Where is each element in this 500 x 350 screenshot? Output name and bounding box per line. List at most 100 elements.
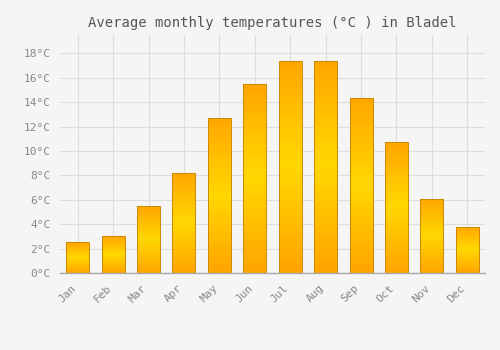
- Bar: [208, 223, 231, 226]
- Bar: [278, 197, 301, 201]
- Bar: [350, 189, 372, 193]
- Bar: [278, 226, 301, 231]
- Bar: [278, 133, 301, 137]
- Bar: [385, 168, 408, 171]
- Bar: [385, 174, 408, 176]
- Bar: [137, 228, 160, 229]
- Bar: [244, 239, 266, 243]
- Bar: [137, 264, 160, 265]
- Bar: [244, 216, 266, 220]
- Bar: [456, 236, 479, 237]
- Bar: [456, 234, 479, 235]
- Bar: [137, 269, 160, 270]
- Bar: [420, 240, 444, 242]
- Bar: [172, 241, 196, 243]
- Bar: [208, 236, 231, 239]
- Bar: [208, 258, 231, 261]
- Bar: [208, 230, 231, 233]
- Bar: [244, 178, 266, 182]
- Bar: [172, 203, 196, 205]
- Bar: [420, 219, 444, 221]
- Bar: [208, 251, 231, 254]
- Bar: [172, 237, 196, 239]
- Bar: [208, 217, 231, 220]
- Bar: [172, 185, 196, 187]
- Bar: [350, 248, 372, 252]
- Bar: [314, 116, 337, 120]
- Bar: [244, 194, 266, 197]
- Bar: [278, 137, 301, 141]
- Bar: [208, 158, 231, 161]
- Bar: [208, 140, 231, 143]
- Bar: [350, 214, 372, 217]
- Bar: [314, 269, 337, 273]
- Bar: [244, 160, 266, 163]
- Bar: [208, 164, 231, 168]
- Bar: [208, 121, 231, 124]
- Bar: [208, 202, 231, 205]
- Bar: [66, 253, 89, 254]
- Bar: [278, 116, 301, 120]
- Bar: [208, 261, 231, 264]
- Bar: [244, 110, 266, 114]
- Bar: [456, 271, 479, 272]
- Bar: [244, 156, 266, 160]
- Bar: [314, 124, 337, 128]
- Bar: [456, 257, 479, 258]
- Bar: [385, 271, 408, 273]
- Bar: [172, 181, 196, 183]
- Bar: [102, 263, 124, 264]
- Bar: [314, 201, 337, 205]
- Bar: [314, 218, 337, 222]
- Bar: [102, 245, 124, 246]
- Bar: [102, 251, 124, 252]
- Bar: [137, 225, 160, 226]
- Bar: [172, 187, 196, 189]
- Bar: [314, 180, 337, 184]
- Bar: [314, 78, 337, 82]
- Bar: [385, 239, 408, 241]
- Bar: [278, 158, 301, 162]
- Bar: [350, 137, 372, 140]
- Bar: [350, 241, 372, 245]
- Bar: [278, 86, 301, 90]
- Bar: [208, 198, 231, 202]
- Bar: [314, 167, 337, 171]
- Bar: [66, 271, 89, 272]
- Bar: [244, 231, 266, 235]
- Bar: [420, 198, 444, 200]
- Bar: [385, 171, 408, 174]
- Bar: [172, 189, 196, 191]
- Bar: [278, 128, 301, 133]
- Bar: [208, 248, 231, 251]
- Bar: [137, 250, 160, 252]
- Bar: [244, 84, 266, 88]
- Bar: [66, 263, 89, 264]
- Bar: [66, 246, 89, 247]
- Bar: [314, 69, 337, 73]
- Bar: [314, 158, 337, 162]
- Bar: [385, 234, 408, 237]
- Bar: [456, 247, 479, 248]
- Bar: [420, 270, 444, 272]
- Bar: [385, 155, 408, 158]
- Bar: [350, 220, 372, 224]
- Bar: [278, 201, 301, 205]
- Bar: [208, 226, 231, 230]
- Bar: [456, 250, 479, 251]
- Bar: [208, 264, 231, 267]
- Bar: [137, 249, 160, 250]
- Bar: [172, 269, 196, 271]
- Bar: [208, 180, 231, 183]
- Bar: [208, 118, 231, 121]
- Bar: [172, 231, 196, 233]
- Bar: [314, 265, 337, 269]
- Bar: [314, 162, 337, 167]
- Bar: [208, 127, 231, 131]
- Bar: [385, 200, 408, 203]
- Bar: [208, 239, 231, 242]
- Bar: [244, 182, 266, 186]
- Bar: [385, 208, 408, 210]
- Bar: [244, 106, 266, 110]
- Bar: [172, 215, 196, 217]
